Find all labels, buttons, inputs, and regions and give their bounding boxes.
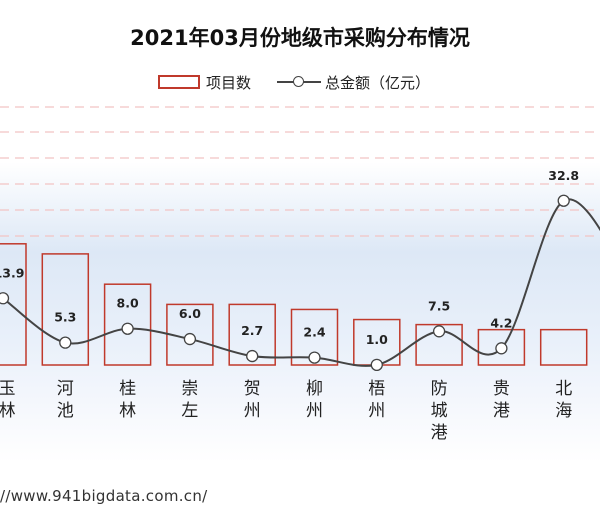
amount-label-贵港: 4.2	[490, 315, 512, 330]
category-label-玉林: 玉	[0, 379, 16, 399]
bar-柳州	[290, 308, 339, 366]
category-label-桂林: 林	[119, 401, 136, 421]
chart-title: 2021年03月份地级市采购分布情况	[130, 26, 470, 50]
chart-legend: 项目数 总金额（亿元）	[158, 72, 430, 92]
category-label-河池: 河	[57, 379, 74, 399]
amount-label-防城港: 7.5	[428, 298, 450, 313]
bar-贺州	[228, 303, 276, 366]
amount-label-梧州: 1.0	[366, 332, 388, 347]
amount-point-河池	[59, 336, 72, 349]
category-label-桂林: 桂	[119, 379, 136, 399]
amount-point-崇左	[183, 332, 197, 346]
bar-北海	[539, 328, 588, 366]
amount-label-柳州: 2.4	[303, 325, 325, 340]
amount-label-崇左: 6.0	[179, 306, 201, 321]
category-label-贵港: 港	[493, 401, 510, 421]
amount-label-北海: 32.8	[548, 168, 579, 183]
category-label-梧州: 梧	[368, 379, 385, 399]
bar-防城港	[415, 323, 463, 366]
category-label-北海: 海	[555, 401, 572, 421]
amount-point-玉林	[0, 292, 10, 305]
bar-玉林	[0, 243, 27, 366]
chart-background-band	[0, 162, 600, 462]
bar-河池	[41, 253, 90, 366]
category-label-贺州: 州	[244, 401, 261, 421]
amount-label-河池: 5.3	[54, 310, 76, 325]
category-label-贺州: 贺	[244, 379, 261, 399]
category-label-北海: 北	[555, 379, 572, 399]
category-label-梧州: 州	[368, 401, 385, 421]
amount-point-贺州	[246, 349, 259, 363]
legend-line-swatch	[277, 72, 322, 92]
source-url: //www.941bigdata.com.cn/	[0, 487, 208, 505]
category-label-贵港: 贵	[493, 379, 510, 399]
category-label-防城港: 防	[431, 379, 448, 399]
category-label-玉林: 林	[0, 401, 16, 421]
category-label-崇左: 左	[181, 401, 198, 421]
amount-label-玉林: 13.9	[0, 265, 24, 280]
legend-line-label: 总金额（亿元）	[325, 73, 431, 92]
bar-贵港	[477, 328, 526, 366]
category-label-崇左: 崇	[181, 379, 198, 399]
amount-point-北海	[557, 194, 570, 207]
category-label-防城港: 港	[431, 423, 448, 443]
amount-point-柳州	[308, 351, 321, 364]
amount-line	[2, 198, 600, 367]
category-label-柳州: 州	[306, 401, 323, 421]
amount-label-桂林: 8.0	[117, 296, 139, 311]
legend-bar-swatch	[158, 75, 200, 89]
category-label-河池: 池	[57, 401, 74, 421]
amount-point-梧州	[370, 358, 383, 371]
amount-point-桂林	[121, 322, 134, 335]
legend-bar-label: 项目数	[206, 73, 252, 92]
amount-point-防城港	[432, 325, 446, 338]
category-label-柳州: 柳	[306, 379, 323, 399]
amount-point-贵港	[495, 342, 508, 355]
category-label-防城港: 城	[431, 401, 448, 421]
amount-label-贺州: 2.7	[241, 323, 263, 338]
bar-桂林	[103, 283, 152, 366]
